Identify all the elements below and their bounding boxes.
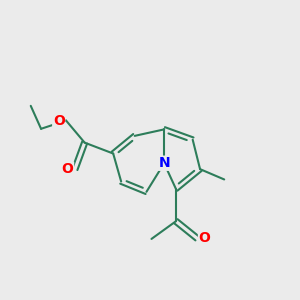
Text: O: O: [199, 231, 210, 245]
Text: O: O: [53, 114, 65, 128]
Text: O: O: [61, 162, 74, 176]
Text: N: N: [158, 156, 170, 170]
